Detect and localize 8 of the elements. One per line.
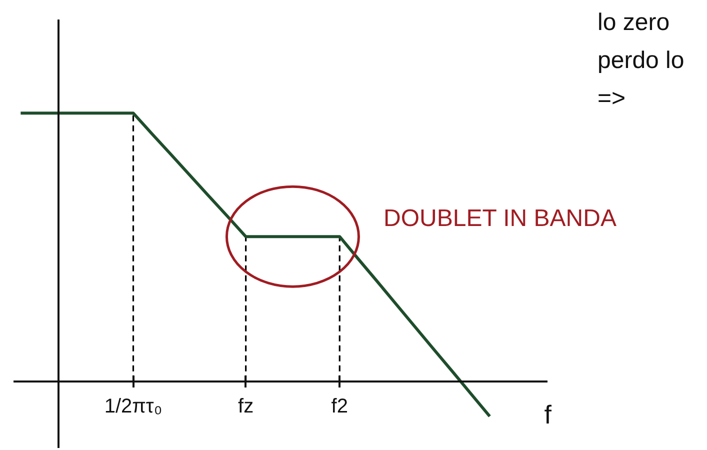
text: perdo lo [598, 47, 684, 74]
text: => [598, 85, 626, 112]
annotation: DOUBLET IN BANDA [384, 205, 616, 232]
x-axis-title: f [544, 399, 552, 430]
x-tick-label: f2 [331, 395, 348, 418]
text: lo zero [598, 9, 670, 36]
x-tick-label: 1/2πτ₀ [104, 395, 162, 418]
x-tick-label: fz [238, 395, 254, 418]
